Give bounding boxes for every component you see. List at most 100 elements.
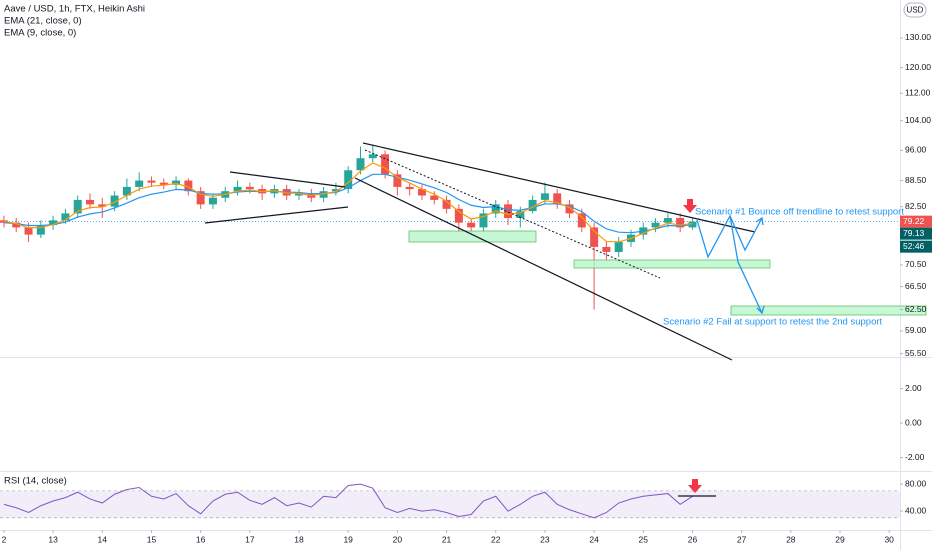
- trendline: [354, 177, 733, 361]
- candle-body: [479, 213, 488, 228]
- candle-body: [663, 218, 672, 223]
- y-tick-label: 104.00: [905, 115, 931, 125]
- candle-body: [430, 195, 439, 200]
- trendline: [204, 206, 349, 224]
- candle-body: [491, 204, 500, 214]
- ema-line: [3, 162, 693, 243]
- rsi-line: [3, 483, 693, 519]
- trendline: [362, 142, 756, 233]
- y-tick-label: 2.00: [905, 383, 922, 393]
- candle-body: [245, 186, 254, 190]
- candle-body: [516, 211, 525, 219]
- candle-body: [356, 158, 365, 171]
- x-tick-label: 2: [2, 534, 7, 544]
- y-tick-label: 96.00: [905, 145, 927, 155]
- y-tick-label: 0.00: [905, 417, 922, 427]
- candle-body: [295, 193, 304, 196]
- candle-body: [196, 191, 205, 205]
- y-tick-label: 70.50: [905, 259, 927, 269]
- candle-body: [651, 222, 660, 228]
- candle-body: [184, 180, 193, 192]
- x-tick-label: 18: [294, 534, 304, 544]
- candle-body: [417, 189, 426, 196]
- candle-body: [553, 193, 562, 205]
- arrow-head: [756, 305, 765, 315]
- candle-body: [135, 180, 144, 187]
- x-tick-label: 19: [343, 534, 353, 544]
- y-tick-label: 40.00: [905, 505, 927, 515]
- candle-body: [368, 154, 377, 159]
- y-tick-label: -2.00: [905, 452, 925, 462]
- ema-price-tag: 79.13: [903, 228, 925, 238]
- x-tick-label: 23: [540, 534, 550, 544]
- candle-body: [528, 199, 537, 212]
- annotation: Scenario #2 Fail at support to retest th…: [663, 317, 883, 328]
- x-tick-label: 20: [393, 534, 403, 544]
- candle-body: [233, 186, 242, 192]
- x-tick-label: 17: [245, 534, 255, 544]
- x-tick-label: 29: [835, 534, 845, 544]
- countdown-tag-bg: [900, 240, 932, 253]
- candle-body: [159, 182, 168, 185]
- annotation: Scenario #1 Bounce off trendline to rete…: [695, 207, 904, 218]
- candle-body: [688, 221, 697, 228]
- support-zone: [730, 305, 927, 316]
- candle-body: [393, 174, 402, 187]
- candle-body: [540, 193, 549, 200]
- y-tick-label: 80.00: [905, 478, 927, 488]
- x-tick-label: 21: [442, 534, 452, 544]
- candle-body: [61, 213, 70, 221]
- y-tick-label: 112.00: [905, 87, 931, 97]
- candle-body: [442, 199, 451, 209]
- candle-body: [12, 222, 21, 228]
- currency-label[interactable]: USD: [907, 6, 924, 15]
- down-arrow: [688, 479, 702, 493]
- x-tick-label: 13: [48, 534, 58, 544]
- x-tick-label: 24: [589, 534, 599, 544]
- last-price-tag: 79.22: [903, 216, 925, 226]
- ema-price-tag-bg: [900, 227, 932, 240]
- candle-body: [467, 222, 476, 228]
- candle-body: [405, 186, 414, 190]
- legend-entry: EMA (21, close, 0): [4, 16, 82, 27]
- candle-body: [49, 220, 58, 226]
- x-tick-label: 26: [688, 534, 698, 544]
- y-tick-label: 130.00: [905, 32, 931, 42]
- candle-body: [36, 225, 45, 235]
- y-tick-label: 82.50: [905, 201, 927, 211]
- scenario-path: [729, 215, 763, 314]
- candle-body: [208, 197, 217, 205]
- candle-body: [172, 180, 181, 185]
- candle-body: [590, 227, 599, 247]
- candle-body: [614, 241, 623, 252]
- rsi-legend: RSI (14, close): [4, 476, 67, 487]
- y-tick-label: 88.50: [905, 175, 927, 185]
- y-tick-label: 120.00: [905, 62, 931, 72]
- arrow-head: [755, 216, 764, 226]
- candle-body: [676, 218, 685, 228]
- ema-line: [3, 173, 693, 234]
- x-tick-label: 22: [491, 534, 501, 544]
- x-tick-label: 27: [737, 534, 747, 544]
- candle-body: [122, 186, 131, 196]
- last-price-tag-bg: [900, 215, 932, 228]
- x-tick-label: 15: [147, 534, 157, 544]
- x-tick-label: 14: [98, 534, 108, 544]
- currency-button[interactable]: [903, 2, 927, 18]
- drawings: [204, 142, 927, 497]
- x-tick-label: 30: [884, 534, 894, 544]
- candle-body: [602, 246, 611, 252]
- candle-body: [344, 170, 353, 190]
- x-tick-label: 25: [639, 534, 649, 544]
- candle-body: [73, 199, 82, 214]
- candle-body: [331, 189, 340, 192]
- candle-body: [110, 195, 119, 207]
- candle-body: [319, 191, 328, 198]
- trendline: [229, 171, 346, 188]
- y-tick-label: 66.50: [905, 281, 927, 291]
- candle-body: [381, 154, 390, 175]
- y-tick-label: 55.50: [905, 348, 927, 358]
- dotted-trendline: [364, 149, 661, 279]
